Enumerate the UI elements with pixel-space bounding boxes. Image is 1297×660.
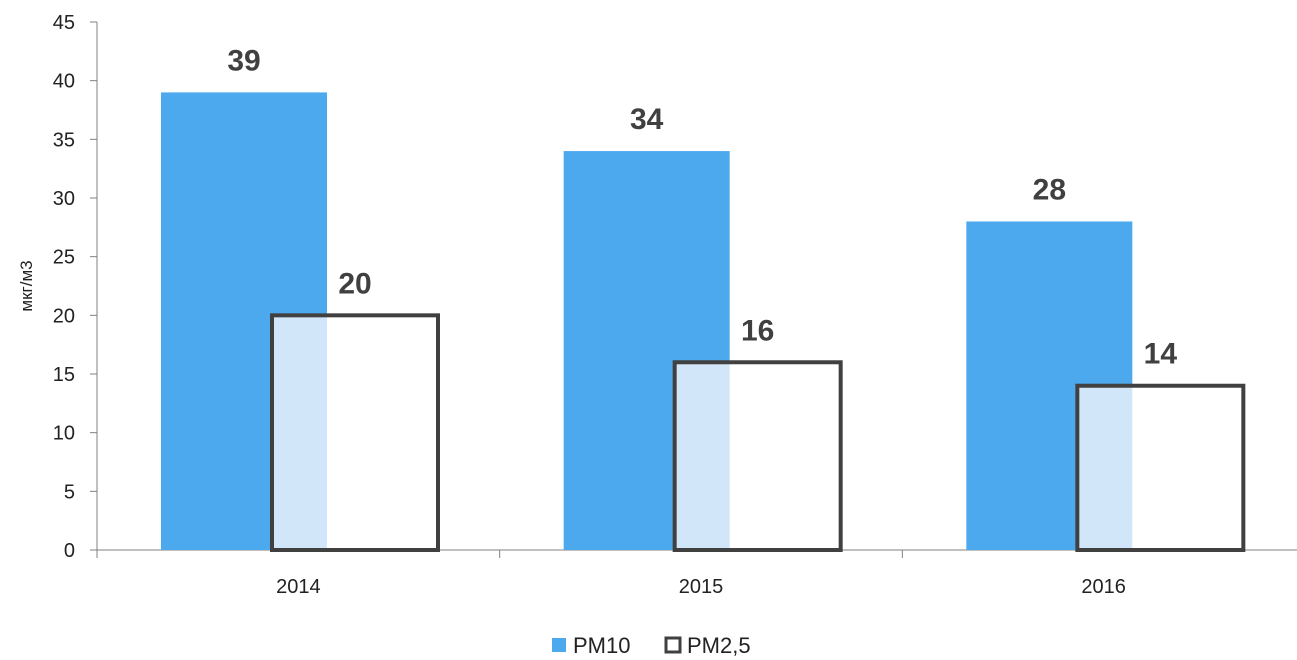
data-label-pm25: 20 xyxy=(338,267,371,300)
y-tick-label: 0 xyxy=(64,540,75,562)
y-tick-label: 5 xyxy=(64,481,75,503)
bar-pm25-outline xyxy=(672,360,843,552)
data-label-pm25: 14 xyxy=(1144,338,1178,371)
y-tick-label: 40 xyxy=(53,71,75,93)
bar-pm25-outline xyxy=(270,313,440,553)
x-tick-label: 2015 xyxy=(679,576,724,598)
x-axis: 2014 2015 2016 xyxy=(96,549,1297,598)
y-axis: 0 5 10 15 20 25 30 35 40 45 xyxy=(53,12,98,562)
x-tick-label: 2014 xyxy=(276,576,321,598)
y-tick-label: 25 xyxy=(53,247,75,269)
x-tick-label: 2016 xyxy=(1081,576,1126,598)
y-tick-label: 45 xyxy=(53,12,75,34)
bar-pm25-overlap xyxy=(674,362,730,550)
y-tick-label: 30 xyxy=(53,188,75,210)
y-tick-label: 20 xyxy=(53,305,75,327)
y-tick-label: 15 xyxy=(53,364,75,386)
bar-pm25-outline xyxy=(1075,383,1246,552)
bar-pm25-overlap xyxy=(1077,385,1133,550)
legend-label-pm25: PM2,5 xyxy=(687,633,751,658)
data-label-pm10: 28 xyxy=(1033,173,1066,206)
data-label-pm10: 39 xyxy=(227,44,260,77)
data-label-pm25: 16 xyxy=(741,314,774,347)
bar-pm25-overlap xyxy=(272,315,327,550)
data-label-pm10: 34 xyxy=(630,103,664,136)
bars xyxy=(161,92,1246,553)
y-tick-label: 10 xyxy=(53,423,75,445)
legend-label-pm10: PM10 xyxy=(573,633,630,658)
legend: PM10 PM2,5 xyxy=(552,633,751,658)
data-labels: 39 20 34 16 28 14 xyxy=(227,44,1177,370)
y-tick-label: 35 xyxy=(53,129,75,151)
legend-swatch-pm25 xyxy=(664,636,682,654)
y-axis-title: мкг/м3 xyxy=(17,260,36,311)
legend-swatch-pm10 xyxy=(552,638,566,652)
